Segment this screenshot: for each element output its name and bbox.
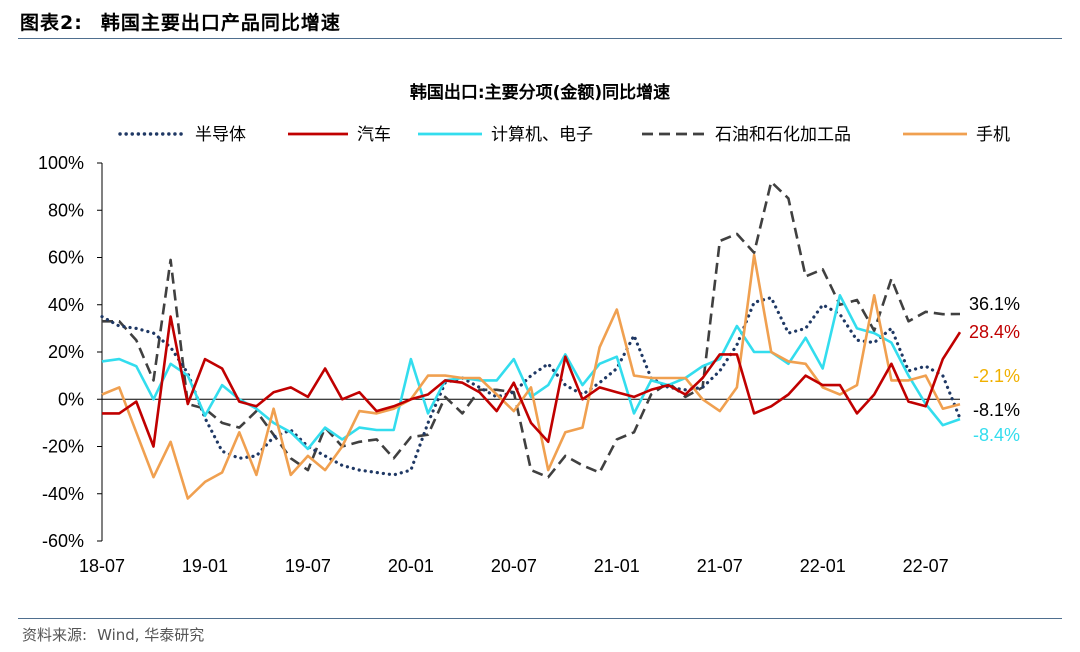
bottom-rule — [18, 618, 1062, 619]
legend-label-auto: 汽车 — [357, 125, 391, 145]
chart-title: 韩国出口:主要分项(金额)同比增速 — [410, 82, 670, 103]
y-tick-label: 0% — [58, 389, 84, 409]
y-tick-label: -20% — [42, 437, 84, 457]
source-text: Wind, 华泰研究 — [97, 626, 205, 644]
series-line-auto — [102, 315, 962, 448]
end-label-phone: -2.1% — [973, 366, 1020, 386]
x-tick-label: 21-07 — [697, 556, 743, 576]
x-tick-label: 20-01 — [388, 556, 434, 576]
series-line-phone — [101, 253, 961, 500]
y-tick-label: -40% — [42, 484, 84, 504]
series-line-semiconductor — [100, 296, 962, 477]
end-label-computer: -8.4% — [973, 425, 1020, 445]
legend-label-petro: 石油和石化加工品 — [715, 125, 851, 145]
top-rule — [18, 38, 1062, 39]
y-tick-label: 80% — [48, 200, 84, 220]
y-tick-label: 20% — [48, 342, 84, 362]
legend-label-semiconductor: 半导体 — [195, 125, 246, 145]
x-tick-label: 22-07 — [903, 556, 949, 576]
y-tick-label: 100% — [38, 153, 84, 173]
x-tick-label: 21-01 — [594, 556, 640, 576]
figure-header: 图表2: 韩国主要出口产品同比增速 — [20, 8, 341, 35]
x-tick-label: 19-01 — [182, 556, 228, 576]
x-tick-label: 20-07 — [491, 556, 537, 576]
x-tick-label: 22-01 — [800, 556, 846, 576]
figure-number: 图表2: — [20, 12, 83, 34]
end-labels: 36.1% 28.4% -2.1% -8.1% -8.4% — [969, 294, 1020, 445]
x-tick-label: 18-07 — [79, 556, 125, 576]
x-tick-label: 19-07 — [285, 556, 331, 576]
legend: 半导体 汽车 计算机、电子 石油和石化加工品 手机 — [118, 125, 1010, 145]
end-label-petro: 36.1% — [969, 294, 1020, 314]
series-group — [100, 180, 962, 500]
y-tick-label: 40% — [48, 295, 84, 315]
end-label-semiconductor: -8.1% — [973, 400, 1020, 420]
y-tick-label: -60% — [42, 531, 84, 551]
source-label: 资料来源: — [22, 626, 88, 644]
legend-label-phone: 手机 — [976, 125, 1010, 145]
end-label-auto: 28.4% — [969, 322, 1020, 342]
axes: -60% -40% -20% 0% 20% 40% 60% 80% 100% 18-07 19-01… — [38, 153, 960, 576]
legend-label-computer: 计算机、电子 — [491, 125, 593, 145]
y-tick-label: 60% — [48, 248, 84, 268]
series-line-computer — [101, 294, 961, 451]
figure-title: 韩国主要出口产品同比增速 — [100, 12, 341, 34]
source-note: 资料来源: Wind, 华泰研究 — [22, 624, 204, 645]
